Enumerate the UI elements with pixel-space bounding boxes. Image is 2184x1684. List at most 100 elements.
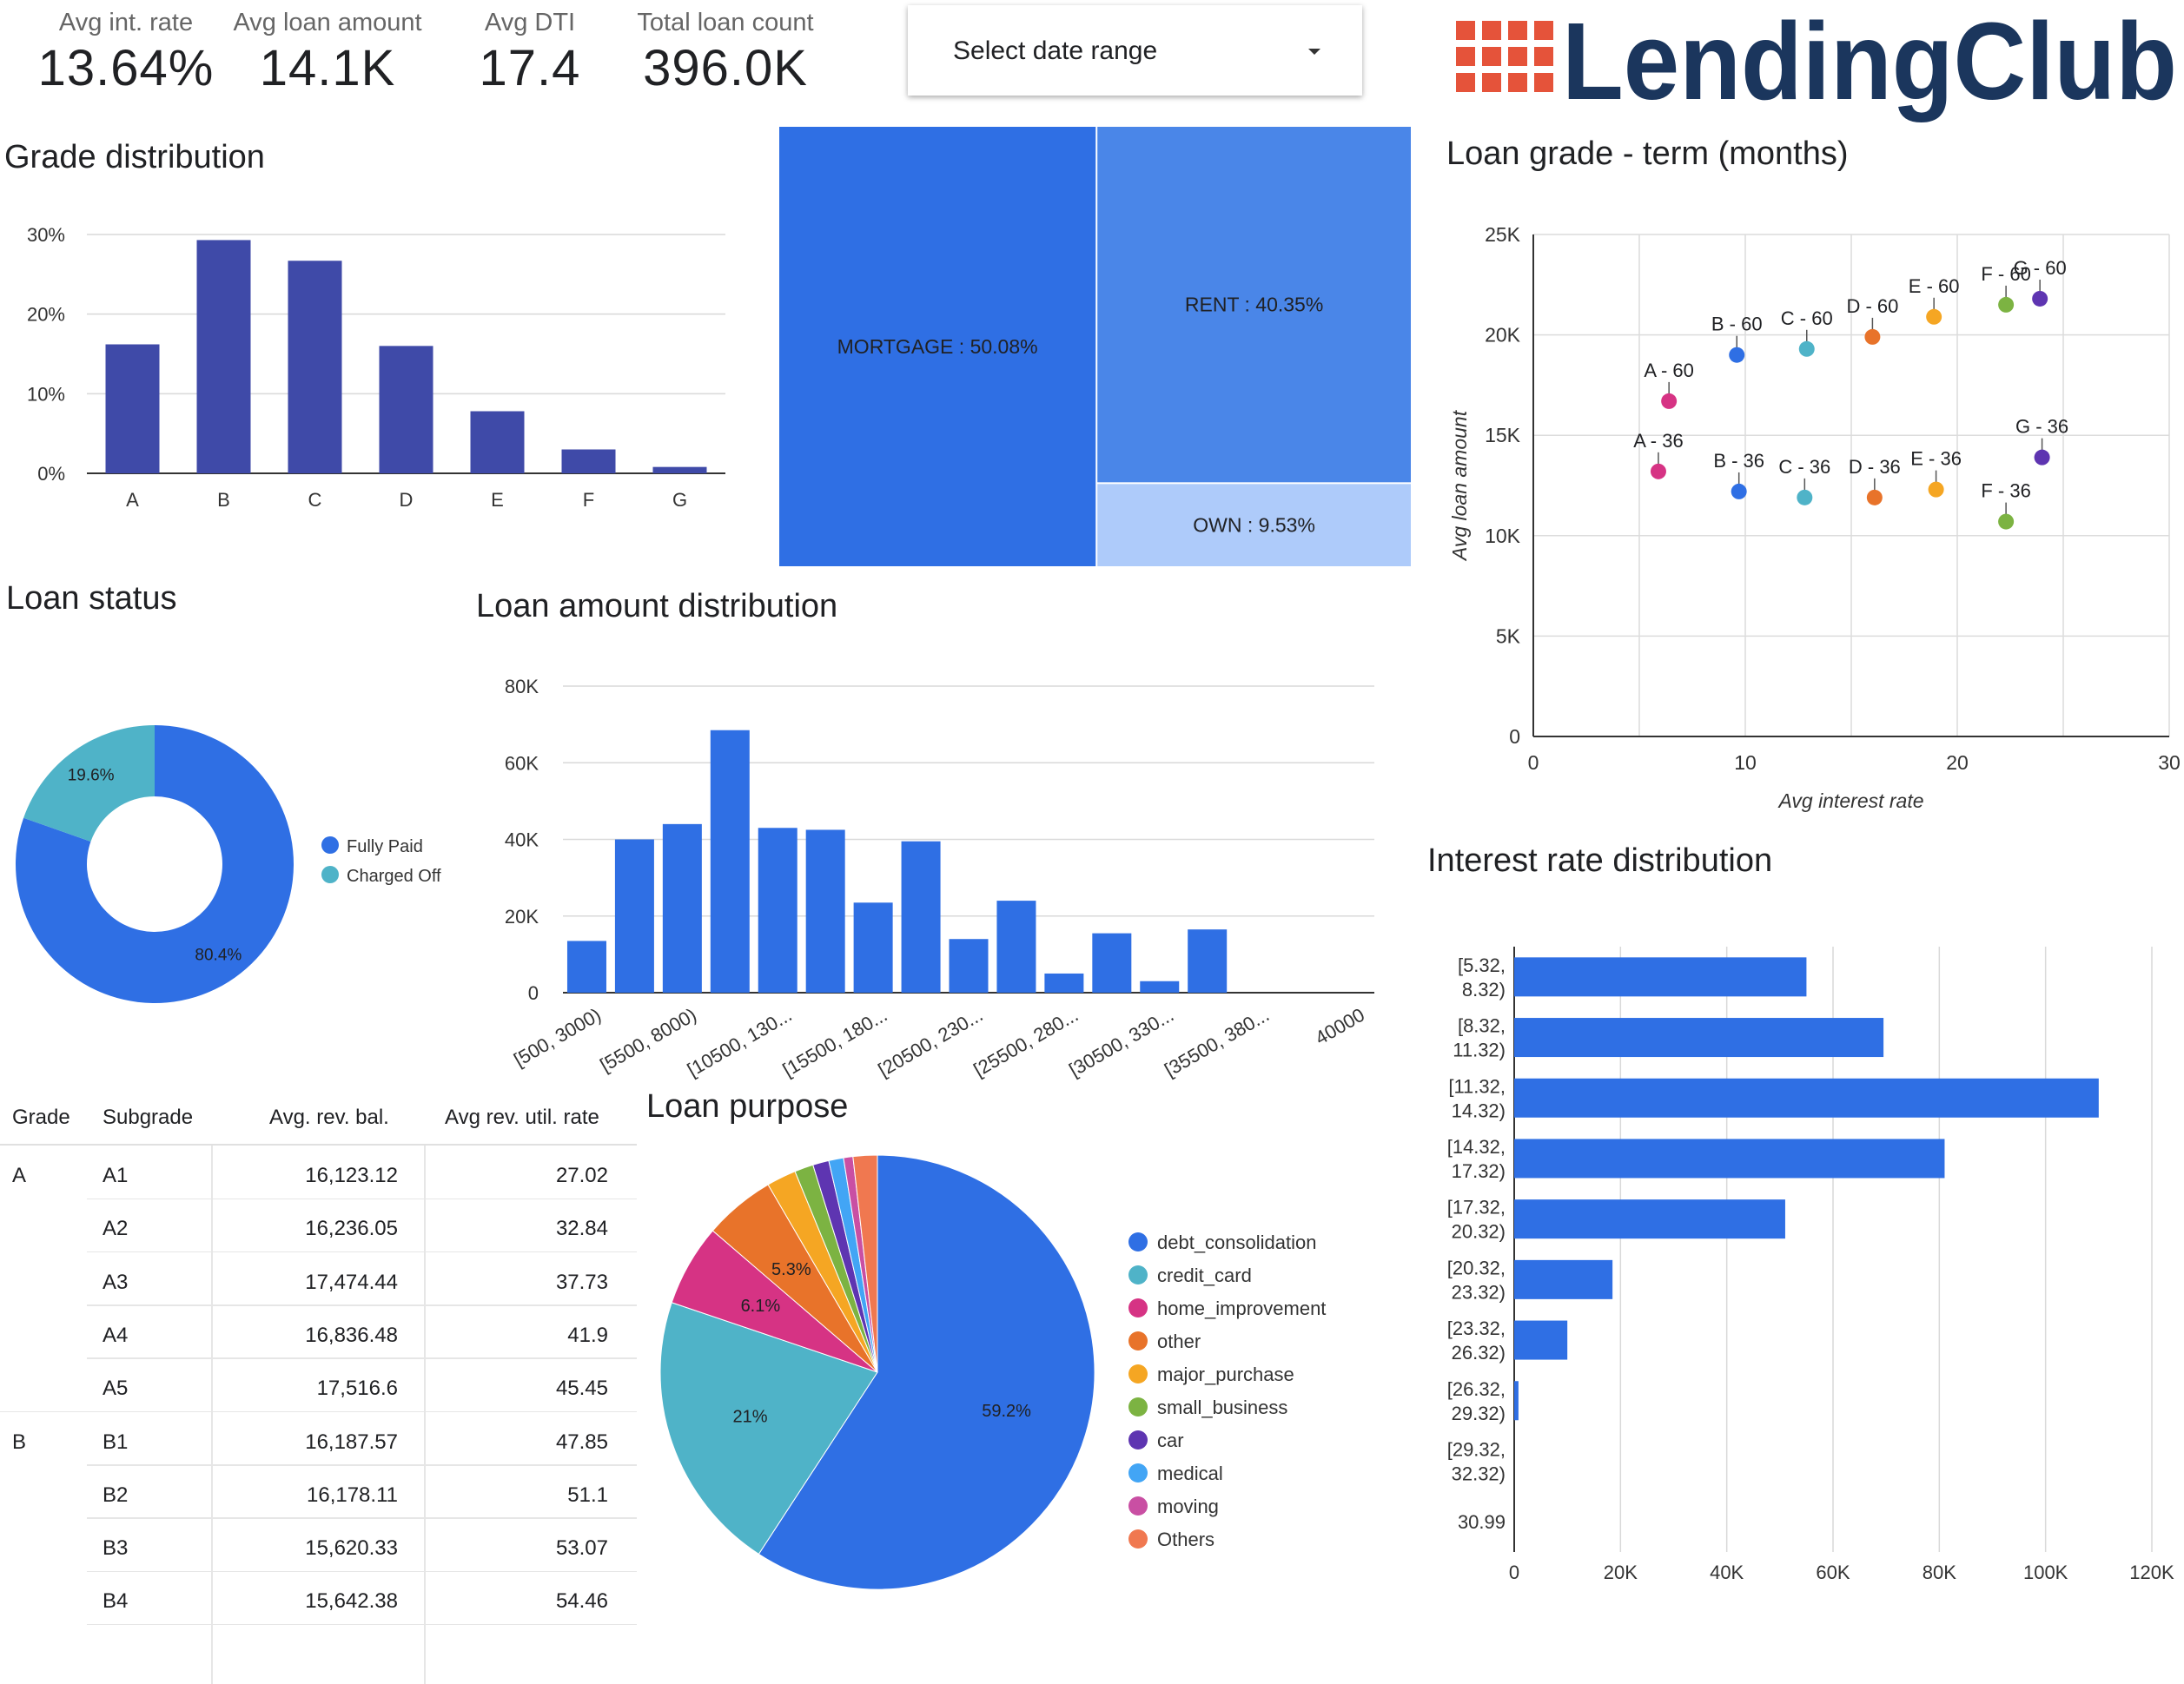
y-tick-label: 15K xyxy=(1485,424,1521,446)
y-tick-label: 60K xyxy=(505,752,539,774)
y-tick-label: 20.32) xyxy=(1452,1221,1506,1243)
cell-subgrade: A2 xyxy=(103,1217,129,1241)
loan-status-title: Loan status xyxy=(6,580,177,617)
x-tick-label: [15500, 180... xyxy=(779,1004,891,1081)
table-row[interactable]: A4 16,836.48 41.9 xyxy=(0,1306,637,1359)
table-header-grade[interactable]: Grade xyxy=(12,1106,70,1129)
scatter-point xyxy=(1798,340,1815,357)
cell-avg-rev-util: 54.46 xyxy=(555,1589,608,1614)
chevron-down-icon xyxy=(1308,49,1320,55)
table-row[interactable]: A A1 16,123.12 27.02 xyxy=(0,1146,637,1199)
interest-rate-distribution-title: Interest rate distribution xyxy=(1427,842,1773,879)
table-row[interactable]: B B1 16,187.57 47.85 xyxy=(0,1413,637,1466)
cell-avg-rev-bal: 16,187.57 xyxy=(305,1430,398,1454)
cell-subgrade: B1 xyxy=(103,1430,129,1454)
loan-grade-term-title: Loan grade - term (months) xyxy=(1446,135,1849,172)
donut-slice xyxy=(23,725,155,842)
bar xyxy=(1044,973,1084,993)
row-divider xyxy=(87,1464,637,1466)
bar xyxy=(805,829,845,993)
bar xyxy=(1188,929,1228,993)
table-row[interactable]: A2 16,236.05 32.84 xyxy=(0,1199,637,1253)
point-label: D - 36 xyxy=(1849,456,1901,478)
y-tick-label: [23.32, xyxy=(1447,1317,1506,1339)
row-divider xyxy=(87,1357,637,1359)
bar xyxy=(1514,1139,1945,1179)
bar xyxy=(949,939,989,993)
table-header-avg-rev-util[interactable]: Avg rev. util. rate xyxy=(445,1106,599,1129)
y-tick-label: 10K xyxy=(1485,525,1521,547)
x-tick-label: [500, 3000) xyxy=(510,1004,605,1071)
cell-avg-rev-bal: 15,642.38 xyxy=(305,1589,398,1614)
x-tick-label: [30500, 330... xyxy=(1065,1004,1177,1081)
logo-grid-icon xyxy=(1456,21,1553,92)
y-tick-label: 20K xyxy=(1485,324,1521,347)
scatter-point xyxy=(1731,483,1747,499)
table-row[interactable]: B4 15,642.38 54.46 xyxy=(0,1572,637,1626)
legend-swatch xyxy=(1128,1331,1148,1351)
x-tick-label: 60K xyxy=(1816,1562,1850,1583)
kpi-avg-dti: Avg DTI 17.4 xyxy=(469,9,591,97)
legend-label: debt_consolidation xyxy=(1157,1232,1316,1253)
cell-avg-rev-util: 47.85 xyxy=(555,1430,608,1454)
x-tick-label: A xyxy=(126,489,139,511)
table-header-avg-rev-bal[interactable]: Avg. rev. bal. xyxy=(269,1106,389,1129)
logo-text: LendingClub xyxy=(1562,10,2177,122)
legend-label: medical xyxy=(1157,1463,1223,1484)
bar xyxy=(710,730,750,993)
x-tick-label: 20 xyxy=(1946,751,1969,774)
bar xyxy=(1514,957,1807,997)
loan-status-donut: 80.4% 19.6% Fully Paid Charged Off xyxy=(15,725,441,1003)
table-header-subgrade[interactable]: Subgrade xyxy=(103,1106,194,1129)
cell-subgrade: A5 xyxy=(103,1377,129,1401)
row-divider xyxy=(87,1570,637,1573)
legend-label: Fully Paid xyxy=(347,837,423,856)
x-tick-label: F xyxy=(583,489,594,511)
cell-avg-rev-bal: 16,836.48 xyxy=(305,1323,398,1347)
kpi-value: 13.64% xyxy=(37,40,215,96)
x-tick-label: [35500, 380... xyxy=(1161,1004,1273,1081)
bar xyxy=(105,344,160,473)
y-tick-label: 29.32) xyxy=(1452,1403,1506,1424)
cell-avg-rev-bal: 17,474.44 xyxy=(305,1270,398,1294)
legend-swatch xyxy=(1128,1298,1148,1317)
cell-avg-rev-util: 27.02 xyxy=(555,1164,608,1187)
x-tick-label: 40000 xyxy=(1312,1004,1368,1049)
kpi-total-loan-count: Total loan count 396.0K xyxy=(625,9,825,97)
treemap-tile xyxy=(1097,484,1411,566)
scatter-point xyxy=(1998,513,2015,530)
row-divider xyxy=(87,1304,637,1306)
y-tick-label: [26.32, xyxy=(1447,1378,1506,1400)
table-row[interactable]: B2 16,178.11 51.1 xyxy=(0,1466,637,1519)
y-tick-label: 30% xyxy=(27,224,65,246)
bar xyxy=(853,902,893,993)
point-label: D - 60 xyxy=(1846,295,1898,317)
y-tick-label: 40K xyxy=(505,829,539,851)
point-label: B - 60 xyxy=(1711,314,1763,335)
bar xyxy=(1514,1078,2099,1118)
kpi-avg-int-rate: Avg int. rate 13.64% xyxy=(35,9,217,97)
bar xyxy=(566,941,606,993)
cell-avg-rev-bal: 16,123.12 xyxy=(305,1164,398,1187)
point-label: F - 36 xyxy=(1981,480,2030,502)
cell-avg-rev-util: 45.45 xyxy=(555,1377,608,1401)
x-tick-label: 40K xyxy=(1710,1562,1744,1583)
date-range-dropdown[interactable]: Select date range xyxy=(908,5,1362,96)
pie-slice-label: 6.1% xyxy=(741,1297,781,1316)
kpi-value: 396.0K xyxy=(643,40,808,96)
table-row[interactable]: B3 15,620.33 53.07 xyxy=(0,1519,637,1573)
table-row[interactable]: A3 17,474.44 37.73 xyxy=(0,1253,637,1306)
grade-distribution-chart: 0% 10% 20% 30% A B C D E F G xyxy=(27,224,725,511)
y-tick-label: 11.32) xyxy=(1453,1040,1506,1061)
table-row[interactable]: A5 17,516.6 45.45 xyxy=(0,1359,637,1413)
cell-avg-rev-bal: 16,236.05 xyxy=(305,1217,398,1241)
scatter-point xyxy=(1650,463,1666,479)
legend-swatch xyxy=(1128,1364,1148,1384)
legend-label: credit_card xyxy=(1157,1265,1252,1286)
cell-avg-rev-bal: 17,516.6 xyxy=(316,1377,398,1401)
point-label: E - 36 xyxy=(1910,448,1962,470)
x-tick-label: D xyxy=(400,489,414,511)
cell-avg-rev-util: 37.73 xyxy=(555,1270,608,1294)
treemap-tile xyxy=(779,127,1096,566)
